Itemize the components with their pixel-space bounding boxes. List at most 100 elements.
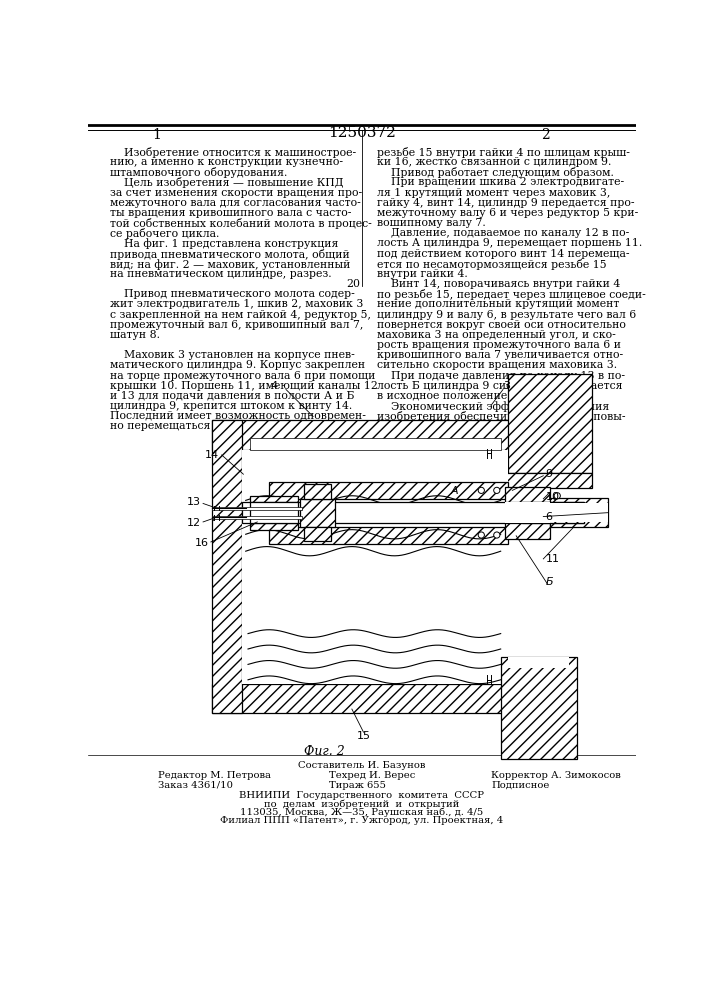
Text: Экономический эффект от внедрения: Экономический эффект от внедрения: [377, 401, 609, 412]
Text: 4: 4: [271, 381, 278, 391]
Bar: [304, 527, 331, 541]
Text: Фиг. 2: Фиг. 2: [305, 745, 345, 758]
Text: Последний имеет возможность одновремен-: Последний имеет возможность одновремен-: [110, 411, 366, 421]
Text: промежуточный вал 6, кривошипный вал 7,: промежуточный вал 6, кривошипный вал 7,: [110, 320, 363, 330]
Text: При подаче давления по каналу 13 в по-: При подаче давления по каналу 13 в по-: [377, 371, 625, 381]
Bar: [304, 484, 331, 499]
Text: На фиг. 1 представлена конструкция: На фиг. 1 представлена конструкция: [110, 238, 339, 249]
Circle shape: [478, 487, 484, 493]
Text: 2: 2: [542, 128, 550, 142]
Text: нение дополнительный крутящий момент: нение дополнительный крутящий момент: [377, 299, 619, 309]
Text: При вращении шкива 2 электродвигате-: При вращении шкива 2 электродвигате-: [377, 177, 624, 187]
Text: Цель изобретения — повышение КПД: Цель изобретения — повышение КПД: [110, 177, 344, 188]
Text: Корректор А. Зимокосов: Корректор А. Зимокосов: [491, 771, 621, 780]
Text: Маховик 3 установлен на корпусе пнев-: Маховик 3 установлен на корпусе пнев-: [110, 350, 355, 360]
Text: по  делам  изобретений  и  открытий: по делам изобретений и открытий: [264, 799, 460, 809]
Circle shape: [493, 487, 500, 493]
Bar: [300, 499, 335, 527]
Text: 11: 11: [546, 554, 560, 564]
Text: вошипному валу 7.: вошипному валу 7.: [377, 218, 486, 228]
Text: 15: 15: [356, 731, 370, 741]
Text: по резьбе 15, передает через шлицевое соеди-: по резьбе 15, передает через шлицевое со…: [377, 289, 645, 300]
Text: жит электродвигатель 1, шкив 2, маховик 3: жит электродвигатель 1, шкив 2, маховик …: [110, 299, 363, 309]
Text: Техред И. Верес: Техред И. Верес: [329, 771, 415, 780]
Text: А: А: [450, 486, 458, 496]
Bar: [242, 502, 585, 523]
Text: ты вращения кривошипного вала с часто-: ты вращения кривошипного вала с часто-: [110, 208, 351, 218]
Bar: [212, 516, 303, 519]
Bar: [242, 450, 508, 684]
Text: гайку 4, винт 14, цилиндр 9 передается про-: гайку 4, винт 14, цилиндр 9 передается п…: [377, 198, 634, 208]
Text: под действием которого винт 14 перемеща-: под действием которого винт 14 перемеща-: [377, 249, 629, 259]
Text: 13: 13: [187, 497, 201, 507]
Bar: [505, 502, 549, 523]
Text: 14: 14: [204, 450, 218, 460]
Text: сительно скорости вращения маховика 3.: сительно скорости вращения маховика 3.: [377, 360, 617, 370]
Text: 1250372: 1250372: [328, 126, 396, 140]
Text: 12: 12: [187, 518, 201, 528]
Text: Заказ 4361/10: Заказ 4361/10: [158, 781, 233, 790]
Text: ется по несамотормозящейся резьбе 15: ется по несамотормозящейся резьбе 15: [377, 259, 607, 270]
Text: Привод пневматического молота содер-: Привод пневматического молота содер-: [110, 289, 355, 299]
Text: Винт 14, поворачиваясь внутри гайки 4: Винт 14, поворачиваясь внутри гайки 4: [377, 279, 620, 289]
Text: кривошипного вала 7 увеличивается отно-: кривошипного вала 7 увеличивается отно-: [377, 350, 623, 360]
Text: межуточному валу 6 и через редуктор 5 кри-: межуточному валу 6 и через редуктор 5 кр…: [377, 208, 638, 218]
Text: но перемещаться по несамотормозящейся: но перемещаться по несамотормозящейся: [110, 421, 356, 431]
Text: с закрепленной на нем гайкой 4, редуктор 5,: с закрепленной на нем гайкой 4, редуктор…: [110, 310, 371, 320]
Text: Б: Б: [546, 577, 554, 587]
Text: привода пневматического молота, общий: привода пневматического молота, общий: [110, 249, 350, 260]
Text: Составитель И. Базунов: Составитель И. Базунов: [298, 761, 426, 770]
Text: нию, а именно к конструкции кузнечно-: нию, а именно к конструкции кузнечно-: [110, 157, 343, 167]
Text: ВНИИПИ  Государственного  комитета  СССР: ВНИИПИ Государственного комитета СССР: [240, 791, 484, 800]
Text: той собственных колебаний молота в процес-: той собственных колебаний молота в проце…: [110, 218, 372, 229]
Text: лость Б цилиндра 9 система возвращается: лость Б цилиндра 9 система возвращается: [377, 381, 622, 391]
Text: цилиндра 9, крепится штоком к винту 14.: цилиндра 9, крепится штоком к винту 14.: [110, 401, 352, 411]
Text: ки 16, жестко связанной с цилиндром 9.: ки 16, жестко связанной с цилиндром 9.: [377, 157, 611, 167]
Bar: [269, 482, 508, 499]
Text: цилиндру 9 и валу 6, в результате чего вал 6: цилиндру 9 и валу 6, в результате чего в…: [377, 310, 636, 320]
Text: 6: 6: [546, 512, 553, 522]
Text: резьбе 15 внутри гайки 4 по шлицам крыш-: резьбе 15 внутри гайки 4 по шлицам крыш-: [377, 147, 629, 158]
Text: внутри гайки 4.: внутри гайки 4.: [377, 269, 467, 279]
Text: межуточного вала для согласования часто-: межуточного вала для согласования часто-: [110, 198, 361, 208]
Bar: [497, 473, 592, 488]
Text: шатун 8.: шатун 8.: [110, 330, 160, 340]
Text: 3: 3: [503, 381, 510, 391]
Text: и 13 для подачи давления в полости А и Б: и 13 для подачи давления в полости А и Б: [110, 391, 354, 401]
Bar: [269, 527, 508, 544]
Text: на торце промежуточного вала 6 при помощи: на торце промежуточного вала 6 при помощ…: [110, 371, 375, 381]
Text: 20: 20: [346, 279, 361, 289]
Bar: [212, 420, 242, 713]
Bar: [522, 502, 585, 523]
Text: 1: 1: [152, 128, 161, 142]
Text: на пневматическом цилиндре, разрез.: на пневматическом цилиндре, разрез.: [110, 269, 332, 279]
Bar: [508, 374, 592, 473]
Text: крышки 10. Поршень 11, имеющий каналы 12: крышки 10. Поршень 11, имеющий каналы 12: [110, 381, 378, 391]
Bar: [549, 498, 607, 527]
Text: лость А цилиндра 9, перемещает поршень 11.: лость А цилиндра 9, перемещает поршень 1…: [377, 238, 642, 248]
Text: 9: 9: [546, 469, 553, 479]
Text: изобретения обеспечивается за счет повы-: изобретения обеспечивается за счет повы-: [377, 411, 625, 422]
Text: Подписное: Подписное: [491, 781, 550, 790]
Text: Филиал ППП «Патент», г. Ужгород, ул. Проектная, 4: Филиал ППП «Патент», г. Ужгород, ул. Про…: [221, 816, 503, 825]
Bar: [549, 503, 607, 522]
Bar: [250, 438, 501, 450]
Text: вид; на фиг. 2 — маховик, установленный: вид; на фиг. 2 — маховик, установленный: [110, 259, 351, 270]
Text: 10: 10: [546, 492, 560, 502]
Text: ля 1 крутящий момент через маховик 3,: ля 1 крутящий момент через маховик 3,: [377, 188, 610, 198]
Text: 113035, Москва, Ж—35, Раушская наб., д. 4/5: 113035, Москва, Ж—35, Раушская наб., д. …: [240, 808, 484, 817]
Text: се рабочего цикла.: се рабочего цикла.: [110, 228, 219, 239]
Circle shape: [478, 532, 484, 538]
Text: штамповочного оборудования.: штамповочного оборудования.: [110, 167, 288, 178]
Text: матического цилиндра 9. Корпус закреплен: матического цилиндра 9. Корпус закреплен: [110, 360, 366, 370]
Text: Давление, подаваемое по каналу 12 в по-: Давление, подаваемое по каналу 12 в по-: [377, 228, 629, 238]
Text: за счет изменения скорости вращения про-: за счет изменения скорости вращения про-: [110, 188, 362, 198]
Text: Тираж 655: Тираж 655: [329, 781, 385, 790]
Text: Редактор М. Петрова: Редактор М. Петрова: [158, 771, 271, 780]
Text: 16: 16: [194, 538, 209, 548]
Bar: [250, 502, 298, 523]
Text: повернется вокруг своей оси относительно: повернется вокруг своей оси относительно: [377, 320, 626, 330]
Text: Привод работает следующим образом.: Привод работает следующим образом.: [377, 167, 614, 178]
Text: рость вращения промежуточного вала 6 и: рость вращения промежуточного вала 6 и: [377, 340, 621, 350]
Bar: [212, 684, 538, 713]
